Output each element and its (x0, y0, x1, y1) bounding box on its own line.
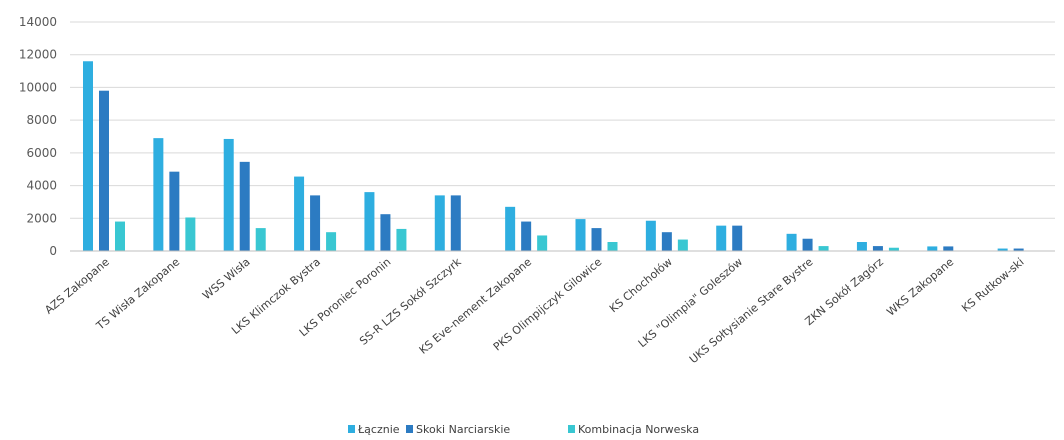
bar (99, 90, 109, 251)
bar (83, 61, 93, 251)
y-tick-label: 0 (49, 244, 57, 258)
category-label: WKS Zakopane (884, 255, 956, 318)
bar (505, 206, 516, 251)
category-label: KS Chochołów (607, 255, 675, 315)
bar (716, 225, 727, 251)
y-tick-label: 10000 (19, 80, 57, 94)
legend-label: Kombinacja Norweska (578, 423, 699, 436)
bar (364, 192, 375, 251)
bar (396, 228, 407, 251)
bar (153, 138, 164, 251)
bar (521, 221, 532, 251)
y-tick-label: 8000 (26, 113, 57, 127)
bar (223, 138, 234, 251)
category-label: KS Rutkow-ski (959, 255, 1026, 314)
bar (943, 246, 954, 251)
bar (677, 239, 688, 251)
bar (380, 214, 391, 251)
bar (169, 171, 180, 251)
y-tick-label: 6000 (26, 146, 57, 160)
bar (294, 176, 305, 251)
category-label: UKS Sołtysianie Stare Bystre (687, 255, 816, 366)
bar (434, 195, 445, 251)
bar (997, 248, 1008, 251)
category-label: KS Eve-nement Zakopane (417, 255, 535, 357)
bar (888, 247, 899, 251)
bar (661, 232, 672, 251)
bar (185, 217, 196, 251)
category-label: ZKN Sokół Zagórz (803, 255, 886, 328)
bar (802, 238, 813, 251)
bar (1013, 248, 1024, 251)
bar (239, 161, 250, 251)
bar (450, 195, 461, 251)
bar (786, 233, 797, 251)
bar (645, 220, 656, 251)
legend-swatch (348, 425, 355, 433)
legend: Łącznie Skoki Narciarskie Kombinacja Norwe… (348, 423, 699, 436)
bar (607, 242, 618, 251)
bars (83, 61, 1024, 251)
bar (732, 225, 743, 251)
y-tick-label: 2000 (26, 211, 57, 225)
category-label: AZS Zakopane (42, 255, 112, 317)
legend-label: Łącznie (357, 423, 400, 436)
y-tick-label: 14000 (19, 15, 57, 29)
bar (115, 221, 125, 251)
legend-swatch (406, 425, 413, 433)
gridlines (70, 21, 1055, 252)
bar (326, 232, 337, 251)
bar (255, 228, 266, 251)
bar (591, 228, 602, 251)
y-axis-ticks: 0 2000 4000 6000 8000 10000 12000 14000 (19, 15, 57, 258)
bar (856, 242, 867, 251)
legend-swatch (568, 425, 575, 433)
bar (927, 246, 938, 251)
y-tick-label: 4000 (26, 179, 57, 193)
bar (818, 246, 829, 251)
bar (575, 219, 586, 251)
bar (872, 246, 883, 251)
bar (537, 235, 548, 251)
category-label: WSS Wisła (200, 255, 253, 302)
y-tick-label: 12000 (19, 48, 57, 62)
legend-label: Skoki Narciarskie (416, 423, 510, 436)
bar (310, 195, 321, 251)
